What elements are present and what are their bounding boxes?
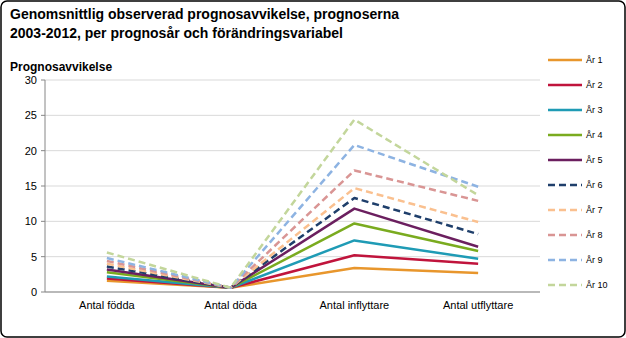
- tick: [41, 80, 45, 81]
- legend-label: År 8: [586, 230, 603, 240]
- legend-swatch: [548, 184, 582, 187]
- y-tick-label: 0: [31, 286, 37, 298]
- grid-line: [45, 221, 540, 222]
- y-axis-label: Prognosavvikelse: [10, 60, 112, 74]
- legend-label: År 5: [586, 155, 603, 165]
- plot-area: [107, 120, 478, 288]
- y-tick-label: 20: [25, 145, 37, 157]
- grid-line: [45, 150, 540, 151]
- x-tick-label: Antal födda: [79, 299, 136, 311]
- legend-label: År 1: [586, 55, 603, 65]
- legend-swatch: [548, 234, 582, 237]
- title: 2003-2012, per prognosår och förändrings…: [10, 25, 343, 41]
- grid-line: [45, 292, 540, 293]
- legend-label: År 6: [586, 180, 603, 190]
- legend-swatch: [548, 284, 582, 287]
- y-tick-label: 15: [25, 180, 37, 192]
- legend-swatch: [548, 159, 582, 162]
- x-tick-label: Antal inflyttare: [320, 299, 390, 311]
- frame: [1, 1, 625, 337]
- tick: [41, 221, 45, 222]
- legend-swatch: [548, 109, 582, 112]
- chart: Genomsnittlig observerad prognosavvikels…: [0, 0, 626, 338]
- title: Genomsnittlig observerad prognosavvikels…: [10, 6, 399, 22]
- y-axis: [45, 80, 46, 292]
- series-line: [107, 120, 478, 288]
- legend-label: År 2: [586, 80, 603, 90]
- grid-line: [45, 115, 540, 116]
- legend-swatch: [548, 84, 582, 87]
- tick: [41, 256, 45, 257]
- tick: [41, 115, 45, 116]
- legend-swatch: [548, 209, 582, 212]
- series-line: [107, 145, 478, 288]
- tick: [41, 150, 45, 151]
- y-tick-label: 25: [25, 109, 37, 121]
- x-tick-label: Antal döda: [204, 299, 257, 311]
- y-tick-label: 5: [31, 251, 37, 263]
- grid-line: [45, 80, 540, 81]
- legend-swatch: [548, 259, 582, 262]
- y-tick-label: 10: [25, 215, 37, 227]
- legend-swatch: [548, 59, 582, 62]
- legend-label: År 7: [586, 205, 603, 215]
- legend-label: År 9: [586, 255, 603, 265]
- legend-label: År 3: [586, 105, 603, 115]
- y-tick-label: 30: [25, 74, 37, 86]
- x-axis: [45, 292, 540, 293]
- legend-label: År 4: [586, 130, 603, 140]
- tick: [41, 292, 45, 293]
- legend-label: År 10: [586, 280, 608, 290]
- legend-swatch: [548, 134, 582, 137]
- tick: [41, 186, 45, 187]
- x-tick-label: Antal utflyttare: [443, 299, 513, 311]
